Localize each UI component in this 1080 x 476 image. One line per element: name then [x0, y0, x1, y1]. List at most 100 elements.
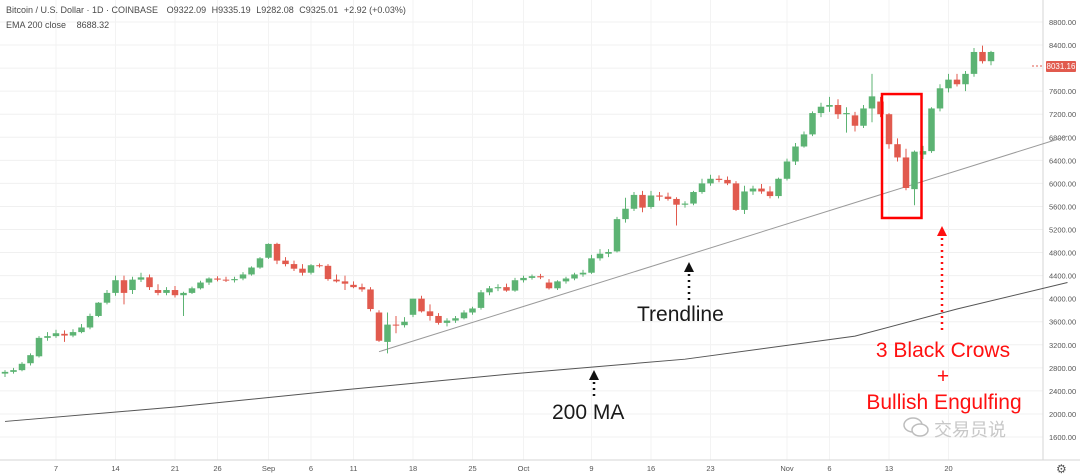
candle [800, 131, 808, 148]
candle-body [358, 287, 366, 290]
candle [341, 275, 349, 291]
price-tick-label: 3600.00 [1049, 318, 1076, 327]
candle-body [197, 282, 204, 289]
candle [307, 264, 315, 275]
candle-body [843, 113, 850, 115]
candle [409, 298, 417, 318]
candle-body [885, 114, 893, 145]
candle-body [52, 333, 60, 337]
candle [231, 276, 238, 283]
candle-body [477, 292, 485, 308]
candle-body [911, 151, 918, 190]
indicator-legend[interactable]: EMA 200 close 8688.32 [6, 20, 109, 30]
candle-body [962, 73, 969, 85]
candle [792, 143, 799, 165]
candle [469, 306, 476, 315]
price-tick-label: 2000.00 [1049, 410, 1076, 419]
trendline-label: Trendline [637, 303, 724, 326]
candle [86, 313, 94, 330]
candle-body [987, 51, 995, 62]
candle [639, 190, 646, 213]
candle [35, 336, 43, 358]
candle-body [137, 277, 145, 280]
candle [673, 197, 680, 226]
candle [375, 310, 383, 342]
candle-body [613, 219, 621, 252]
candle-body [384, 324, 391, 342]
candle-body [562, 278, 570, 282]
candle-body [605, 251, 612, 254]
price-tick-label: 4800.00 [1049, 249, 1076, 258]
candle [188, 286, 196, 295]
candle-body [367, 289, 374, 310]
candle-body [443, 320, 451, 323]
time-tick-label: 9 [589, 464, 593, 473]
time-tick-label: 7 [54, 464, 58, 473]
candle [418, 295, 425, 313]
candle [885, 113, 893, 149]
candle [953, 73, 961, 87]
candle-body [775, 178, 782, 197]
candle-body [333, 279, 340, 282]
candle-body [970, 51, 978, 74]
candle [265, 243, 272, 259]
candle [588, 254, 595, 274]
candle [741, 185, 748, 214]
candle-body [596, 253, 604, 259]
candle-body [239, 274, 247, 279]
candle [443, 318, 451, 327]
candle [52, 329, 60, 338]
candle [95, 302, 102, 318]
candle-body [163, 290, 170, 293]
candle-body [936, 88, 944, 109]
candle [622, 197, 629, 223]
price-tick-label: 2400.00 [1049, 387, 1076, 396]
candle-body [809, 113, 816, 135]
candle [520, 275, 527, 283]
candle [690, 190, 697, 206]
price-tick-label: 4400.00 [1049, 272, 1076, 281]
candles [1, 45, 995, 378]
price-tick-label: 6400.00 [1049, 156, 1076, 165]
candle-body [792, 146, 799, 162]
candle [452, 315, 459, 323]
candle [596, 249, 604, 261]
candle-body [673, 198, 680, 205]
candle-body [231, 279, 238, 281]
candle [384, 312, 391, 354]
time-tick-label: 20 [944, 464, 952, 473]
ohlc-change: +2.92 (+0.03%) [343, 5, 406, 15]
candle-body [834, 105, 842, 115]
candle [256, 257, 264, 269]
candle [630, 192, 638, 212]
candle [537, 273, 544, 280]
candle [44, 332, 51, 341]
time-tick-label: 18 [409, 464, 417, 473]
price-tick-label: 5200.00 [1049, 226, 1076, 235]
settings-gear-icon[interactable]: ⚙ [1056, 462, 1067, 476]
time-tick-label: Sep [262, 464, 275, 473]
candle [809, 111, 816, 137]
price-tick-label: 8400.00 [1049, 41, 1076, 50]
candle-body [69, 332, 77, 336]
price-tick-label: 6000.00 [1049, 179, 1076, 188]
candle-body [656, 195, 663, 197]
candle [724, 176, 731, 186]
candle-body [120, 280, 128, 293]
candle-body [452, 318, 459, 321]
time-tick-label: Nov [780, 464, 794, 473]
time-tick-label: Oct [518, 464, 531, 473]
time-tick-label: 6 [309, 464, 313, 473]
candle [27, 353, 34, 366]
symbol-title[interactable]: Bitcoin / U.S. Dollar · 1D · COINBASE [6, 5, 159, 15]
time-axis[interactable]: 7 14 21 26 Sep 6 11 18 25 Oct 9 16 23 Nov 6 13 20 [54, 464, 953, 473]
candle [137, 272, 145, 282]
candle-body [409, 298, 417, 315]
candle [707, 174, 714, 186]
candle [503, 283, 510, 292]
candle-body [681, 203, 689, 205]
pattern-label-line2: + [936, 365, 950, 388]
candle-body [579, 272, 587, 275]
